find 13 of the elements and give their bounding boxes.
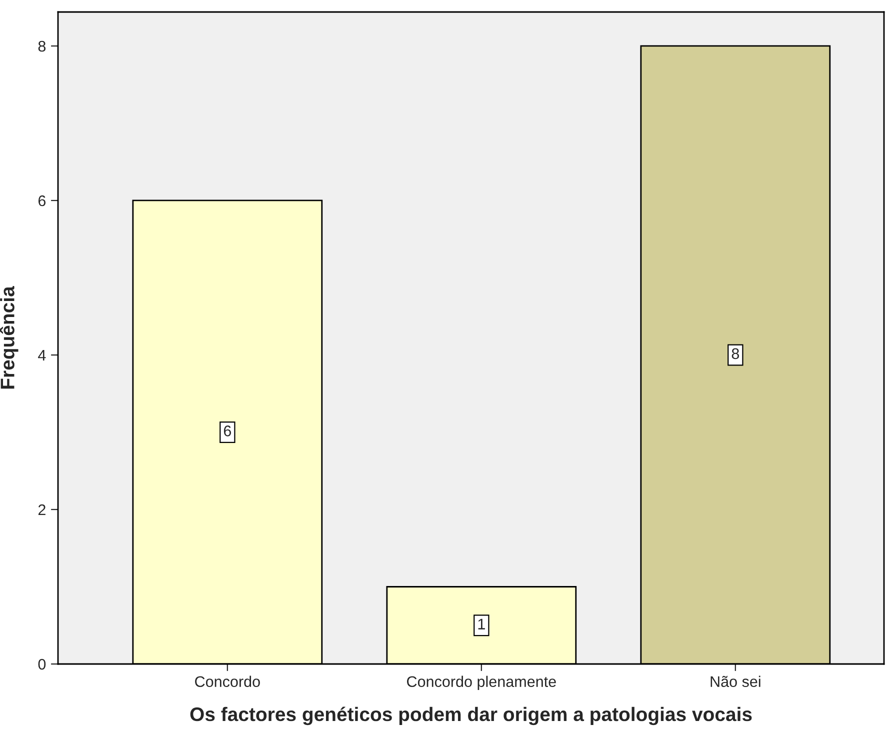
x-axis-title: Os factores genéticos podem dar origem a patologias vocais — [190, 706, 752, 726]
x-tick-label: Concordo plenamente — [407, 676, 556, 690]
y-tick-label: 0 — [38, 658, 46, 670]
y-tick-label: 6 — [38, 195, 46, 206]
data-label: 1 — [478, 618, 485, 630]
y-tick-label: 8 — [38, 40, 46, 52]
data-label: 6 — [224, 426, 231, 436]
y-tick-label: 4 — [38, 350, 46, 361]
y-tick-label: 2 — [38, 504, 46, 516]
data-label: 8 — [732, 348, 739, 360]
y-axis-title: Frequência — [0, 286, 18, 389]
x-tick-label: Não sei — [710, 676, 760, 688]
x-tick-label: Concordo — [195, 676, 260, 688]
